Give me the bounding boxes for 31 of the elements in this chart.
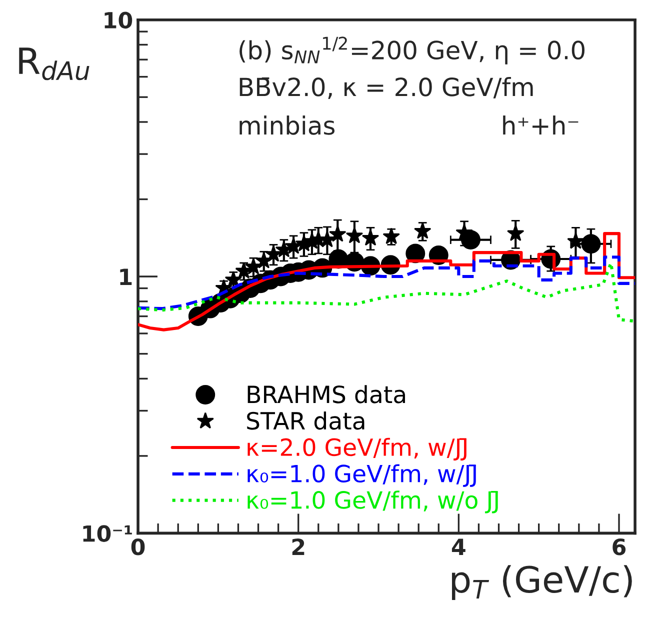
annotation: h⁺+h⁻ — [503, 116, 578, 135]
legend-label: κ₀=1.0 GeV/fm, w/JJ̄ — [248, 464, 476, 487]
point — [224, 270, 242, 288]
x-tick-label: 4 — [452, 538, 466, 555]
legend-label: BRAHMS data — [248, 385, 405, 404]
x-tick-label: 0 — [131, 538, 145, 556]
point — [567, 232, 584, 249]
y-tick-label: 10⁻¹ — [83, 525, 132, 542]
point — [329, 225, 346, 242]
x-axis-title: p$_{T}$ (GeV/c) — [452, 565, 632, 600]
annotation: BB̄v2.0, κ = 2.0 GeV/fm — [240, 77, 533, 99]
point — [506, 224, 524, 242]
legend-label: STAR data — [247, 411, 364, 430]
point — [346, 226, 364, 244]
point — [414, 222, 432, 239]
line-series — [138, 261, 636, 323]
x-tick-label: 2 — [292, 538, 304, 555]
y-tick-label: 1 — [120, 268, 132, 285]
legend-label: κ=2.0 GeV/fm, w/JJ̄ — [248, 438, 466, 461]
y-tick-label: 10 — [104, 12, 132, 29]
point — [581, 234, 601, 254]
point — [382, 228, 400, 244]
legend-label: κ₀=1.0 GeV/fm, w/o JJ̄ — [248, 490, 498, 514]
point — [284, 237, 302, 254]
x-tick-label: 6 — [612, 538, 626, 556]
y-axis-title: R$_{dAu}$ — [19, 48, 90, 80]
annotation: minbias — [240, 116, 335, 135]
annotation: (b) s$_{NN}$$^{1/2}$=200 GeV, η = 0.0 — [240, 36, 584, 64]
point — [264, 245, 282, 262]
point — [456, 224, 473, 240]
point — [362, 229, 380, 246]
